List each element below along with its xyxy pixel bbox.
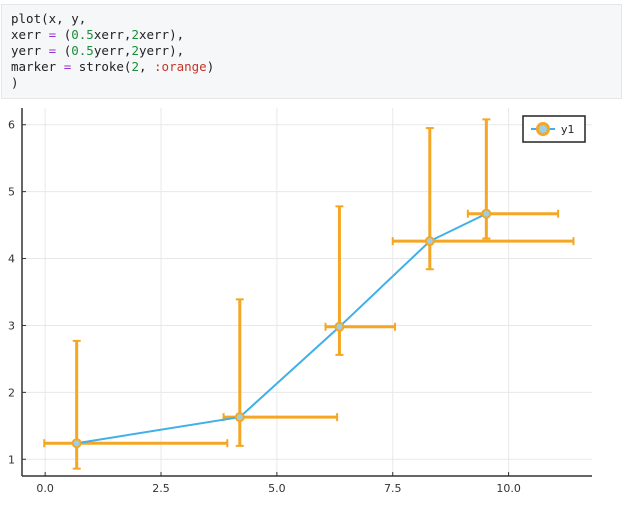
code-token: xerr), — [138, 27, 185, 42]
data-point — [481, 208, 492, 219]
code-line: ) — [11, 75, 19, 91]
code-line: marker = stroke(2, :orange) — [11, 59, 214, 75]
code-token: , — [138, 59, 155, 74]
code-token: ) — [11, 75, 19, 90]
x-tick-label: 5.0 — [268, 482, 286, 495]
legend-label: y1 — [561, 123, 575, 136]
code-token: = — [63, 59, 72, 74]
data-point — [334, 321, 345, 332]
code-token: 0.5 — [71, 43, 94, 58]
legend-marker-swatch — [536, 122, 550, 136]
code-token: yerr, — [93, 43, 132, 58]
code-token: plot(x, y, — [11, 11, 87, 26]
code-line: xerr = (0.5xerr,2xerr), — [11, 27, 184, 43]
code-token: :orange — [154, 59, 207, 74]
tick-labels: 0.0 2.5 5.0 7.5 10.0 1 2 3 4 5 6 — [8, 119, 521, 495]
code-token: ( — [56, 43, 72, 58]
code-line: yerr = (0.5yerr,2yerr), — [11, 43, 184, 59]
y-tick-label: 3 — [8, 319, 15, 332]
y-tick-label: 4 — [8, 253, 15, 266]
data-point — [234, 412, 245, 423]
data-markers — [71, 208, 492, 449]
series-line — [76, 212, 487, 445]
code-token: xerr, — [93, 27, 132, 42]
y-tick-label: 6 — [8, 119, 15, 132]
code-token: yerr), — [138, 43, 185, 58]
code-token: ( — [56, 27, 72, 42]
code-token: xerr — [11, 27, 49, 42]
code-cell[interactable]: plot(x, y, xerr = (0.5xerr,2xerr), yerr = … — [1, 4, 622, 99]
x-tick-label: 0.0 — [36, 482, 54, 495]
data-point — [71, 438, 82, 449]
code-token: 0.5 — [71, 27, 94, 42]
x-tick-label: 2.5 — [152, 482, 170, 495]
code-token: 2 — [131, 59, 139, 74]
y-tick-label: 1 — [8, 453, 15, 466]
code-token: stroke( — [71, 59, 132, 74]
data-point — [424, 236, 435, 247]
y-tick-label: 5 — [8, 186, 15, 199]
x-error-bars — [43, 209, 575, 448]
series-line-y1 — [76, 212, 487, 445]
code-token: = — [48, 43, 57, 58]
code-token: 2 — [131, 43, 139, 58]
code-token: yerr — [11, 43, 49, 58]
x-tick-label: 7.5 — [384, 482, 402, 495]
code-token: 2 — [131, 27, 139, 42]
code-token: = — [48, 27, 57, 42]
axes — [21, 108, 592, 477]
code-line: plot(x, y, — [11, 11, 86, 27]
code-token: marker — [11, 59, 64, 74]
grid — [22, 108, 592, 476]
code-token: ) — [206, 59, 215, 74]
legend: y1 — [522, 115, 586, 143]
x-tick-label: 10.0 — [496, 482, 521, 495]
y-tick-label: 2 — [8, 386, 15, 399]
errorbar-chart: 0.0 2.5 5.0 7.5 10.0 1 2 3 4 5 6 y1 — [8, 108, 592, 495]
